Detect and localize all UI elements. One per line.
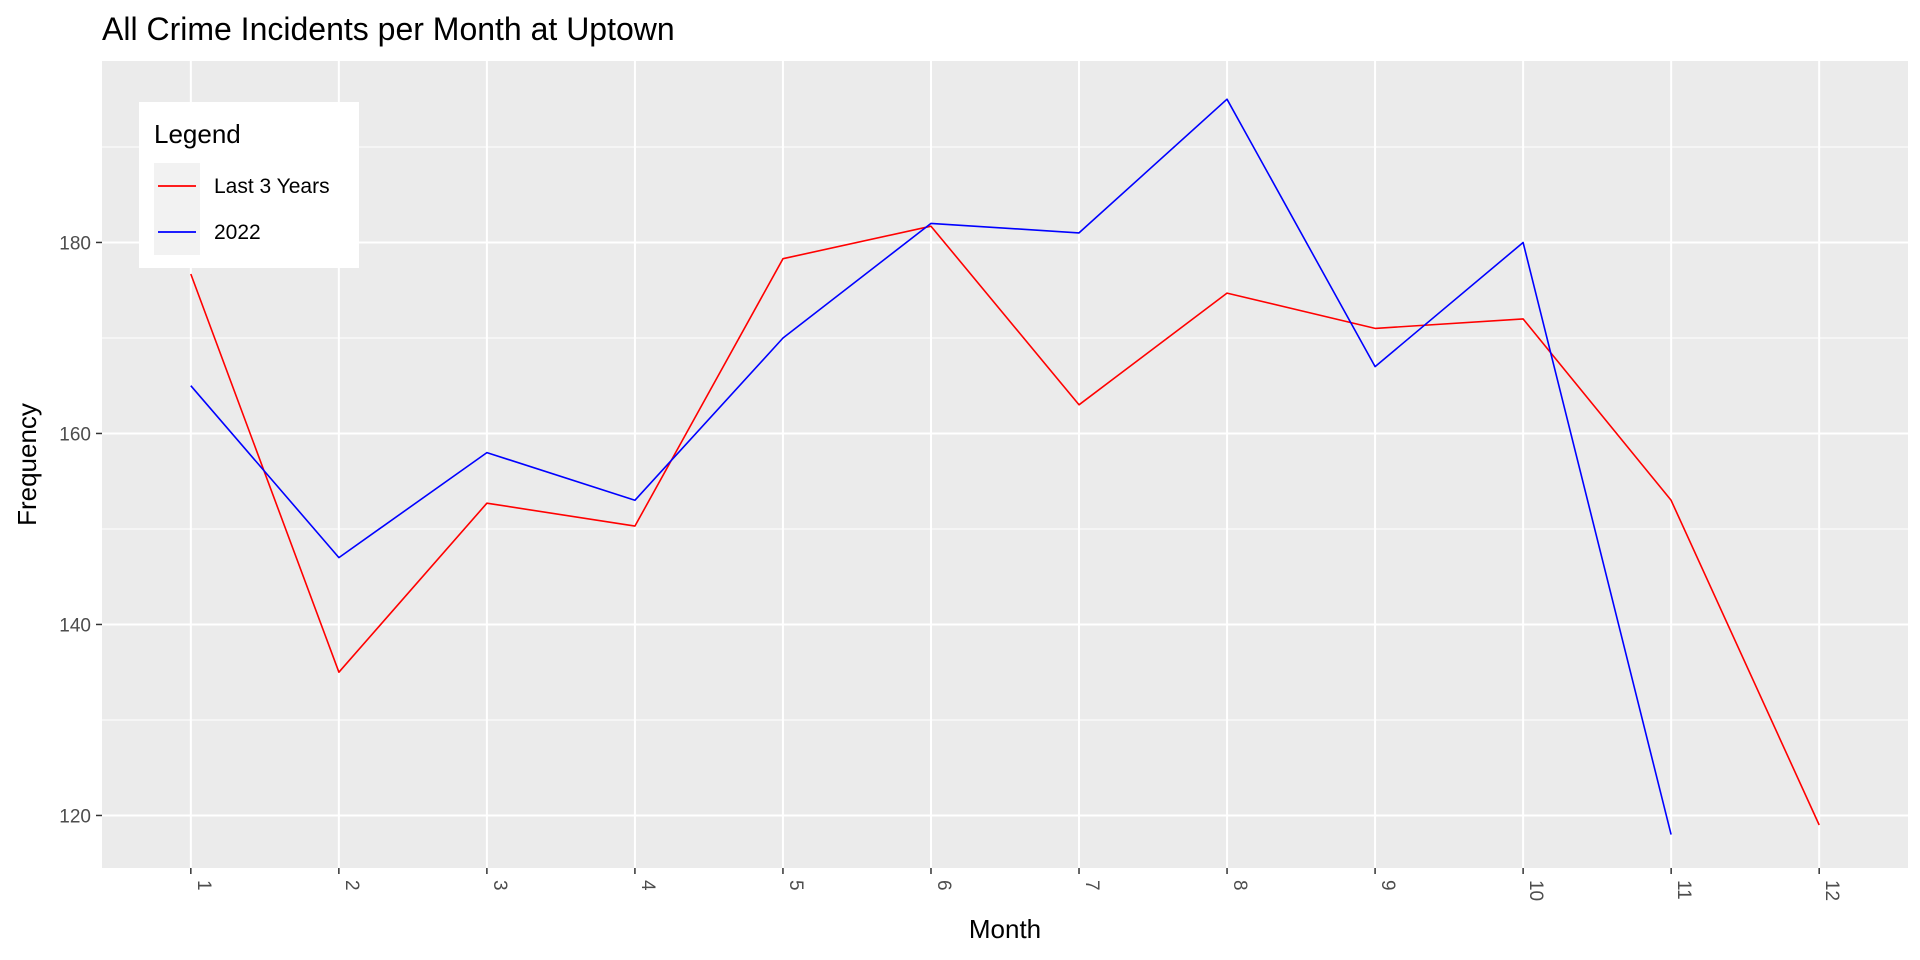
y-tick-label: 160	[59, 424, 91, 445]
x-tick-label: 7	[1081, 880, 1102, 891]
x-tick-label: 12	[1821, 880, 1842, 901]
series-line-2022	[190, 98, 1672, 835]
y-tick-label: 140	[59, 615, 91, 636]
y-axis-title: Frequency	[12, 403, 42, 526]
legend: Legend Last 3 Years 2022	[139, 102, 359, 268]
y-tick-label: 180	[59, 233, 91, 254]
x-tick-label: 3	[489, 880, 510, 891]
legend-label-last-3-years: Last 3 Years	[214, 175, 330, 198]
x-tick-label: 1	[193, 880, 214, 891]
x-tick-label: 5	[785, 880, 806, 891]
x-tick-label: 8	[1229, 880, 1250, 891]
x-tick-label: 9	[1377, 880, 1398, 891]
y-axis: 120 140 160 180	[59, 233, 102, 827]
y-tick-label: 120	[59, 806, 91, 827]
x-axis: 1 2 3 4 5 6 7 8 9 10 11 12	[190, 868, 1842, 901]
legend-label-2022: 2022	[214, 221, 261, 244]
x-tick-label: 6	[933, 880, 954, 891]
x-tick-label: 11	[1673, 880, 1694, 900]
x-axis-title: Month	[969, 914, 1041, 944]
legend-title: Legend	[154, 119, 241, 149]
minor-gridlines	[102, 146, 1908, 721]
plot-panel	[102, 61, 1908, 868]
series-line-last-3-years	[190, 225, 1820, 826]
x-tick-label: 4	[637, 880, 658, 891]
legend-items: Last 3 Years 2022	[154, 163, 330, 255]
series-layer	[190, 98, 1820, 835]
x-tick-label: 10	[1525, 880, 1546, 901]
chart-title: All Crime Incidents per Month at Uptown	[102, 11, 675, 47]
x-tick-label: 2	[341, 880, 362, 891]
